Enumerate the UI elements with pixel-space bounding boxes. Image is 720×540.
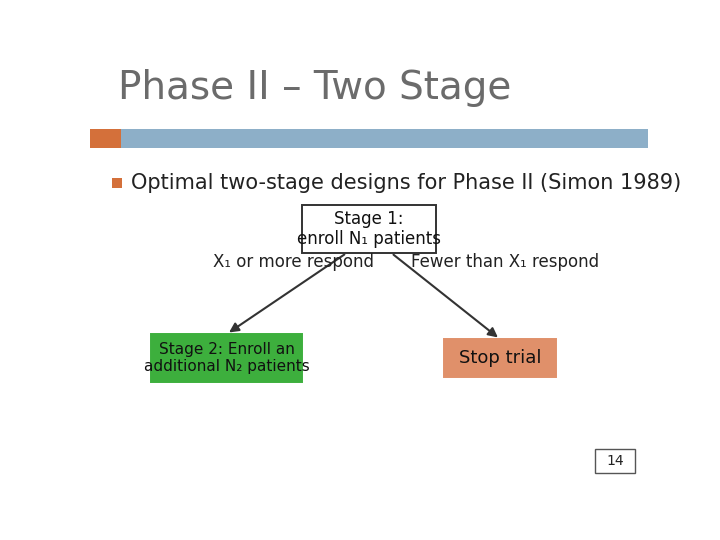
Text: Stop trial: Stop trial <box>459 349 541 367</box>
Text: Stage 2: Enroll an
additional N₂ patients: Stage 2: Enroll an additional N₂ patient… <box>144 342 310 374</box>
Text: 14: 14 <box>606 454 624 468</box>
FancyBboxPatch shape <box>151 334 302 382</box>
Bar <box>90 129 121 148</box>
Bar <box>112 178 122 188</box>
Text: Optimal two-stage designs for Phase II (Simon 1989): Optimal two-stage designs for Phase II (… <box>131 173 681 193</box>
Text: Phase II – Two Stage: Phase II – Two Stage <box>118 69 511 107</box>
FancyBboxPatch shape <box>302 205 436 253</box>
FancyBboxPatch shape <box>444 339 556 377</box>
Text: Stage 1:
enroll N₁ patients: Stage 1: enroll N₁ patients <box>297 210 441 248</box>
FancyBboxPatch shape <box>595 449 635 473</box>
Bar <box>90 129 648 148</box>
Text: Fewer than X₁ respond: Fewer than X₁ respond <box>411 253 599 271</box>
Text: X₁ or more respond: X₁ or more respond <box>213 253 374 271</box>
